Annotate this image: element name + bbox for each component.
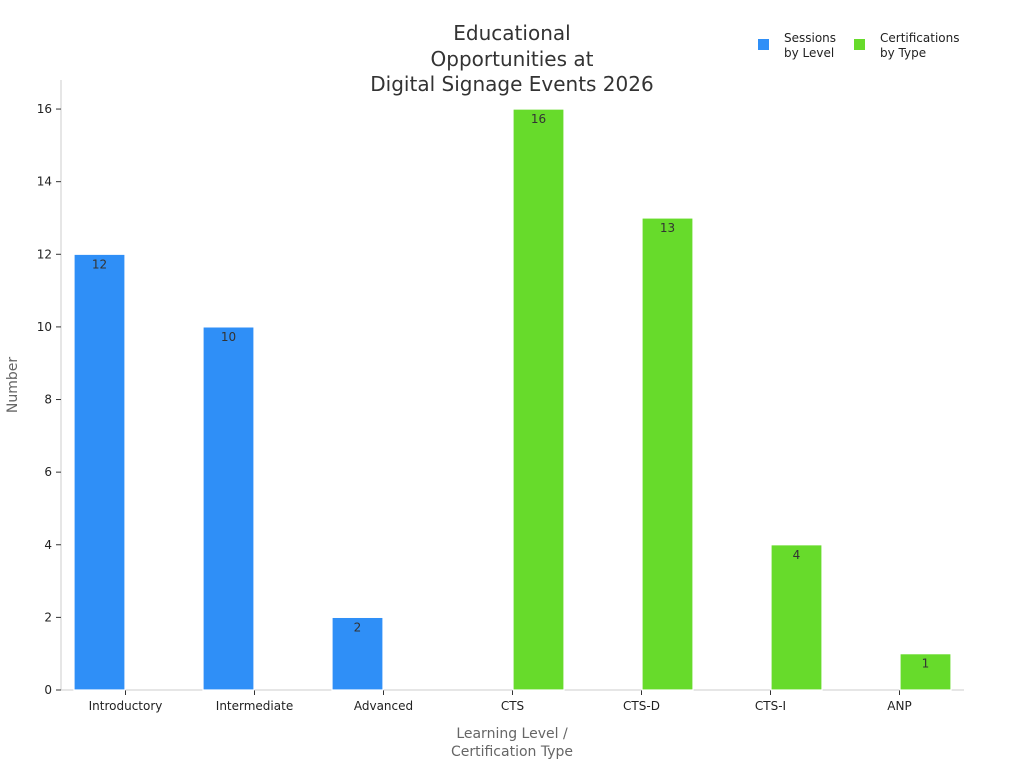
- bar-value-label: 13: [660, 221, 675, 235]
- legend-swatch-certifications: [854, 39, 865, 50]
- x-tick-label: Introductory: [89, 699, 163, 713]
- x-tick-label: Advanced: [354, 699, 413, 713]
- y-tick-label: 6: [44, 465, 52, 479]
- bar-value-label: 4: [793, 548, 801, 562]
- chart-title-line: Opportunities at: [431, 47, 594, 71]
- x-tick-label: CTS-I: [755, 699, 786, 713]
- bar: [512, 108, 565, 691]
- bar-value-label: 1: [922, 657, 930, 671]
- chart-title-line: Educational: [453, 21, 570, 45]
- y-tick-label: 16: [37, 102, 52, 116]
- legend-swatch-sessions: [758, 39, 769, 50]
- x-tick-label: ANP: [887, 699, 911, 713]
- x-tick-label: CTS: [501, 699, 524, 713]
- x-axis-ticks: Introductory Intermediate Advanced CTS CTS-D…: [89, 690, 912, 713]
- bar: [73, 253, 126, 691]
- bar-value-labels: 12 10 2 16 13 4 1: [92, 112, 929, 671]
- y-tick-label: 10: [37, 320, 52, 334]
- bar: [641, 217, 694, 691]
- legend-label-certifications: Certifications: [880, 31, 959, 45]
- y-tick-label: 14: [37, 175, 52, 189]
- bar: [770, 544, 823, 691]
- chart-title-line: Digital Signage Events 2026: [370, 72, 653, 96]
- legend-label-sessions: by Level: [784, 46, 834, 60]
- bar: [331, 616, 384, 691]
- x-axis-title: Learning Level /: [456, 726, 568, 742]
- legend-label-sessions: Sessions: [784, 31, 836, 45]
- y-axis-title: Number: [5, 357, 21, 413]
- y-tick-label: 0: [44, 683, 52, 697]
- bars: [73, 108, 952, 691]
- bar: [899, 653, 952, 691]
- chart-title: Educational Opportunities at Digital Sig…: [370, 21, 653, 96]
- legend: Sessions by Level Certifications by Type: [758, 31, 959, 60]
- bar-value-label: 2: [354, 620, 362, 634]
- y-tick-label: 8: [44, 393, 52, 407]
- y-tick-label: 2: [44, 610, 52, 624]
- y-tick-label: 4: [44, 538, 52, 552]
- bar-value-label: 10: [221, 330, 236, 344]
- legend-label-certifications: by Type: [880, 46, 926, 60]
- x-tick-label: Intermediate: [216, 699, 293, 713]
- x-tick-label: CTS-D: [623, 699, 660, 713]
- x-axis-title: Certification Type: [451, 744, 573, 760]
- bar-value-label: 16: [531, 112, 546, 126]
- y-tick-label: 12: [37, 247, 52, 261]
- y-axis-ticks: 0 2 4 6 8 10 12 14 16: [37, 102, 61, 697]
- bar-value-label: 12: [92, 257, 107, 271]
- bar: [202, 326, 255, 691]
